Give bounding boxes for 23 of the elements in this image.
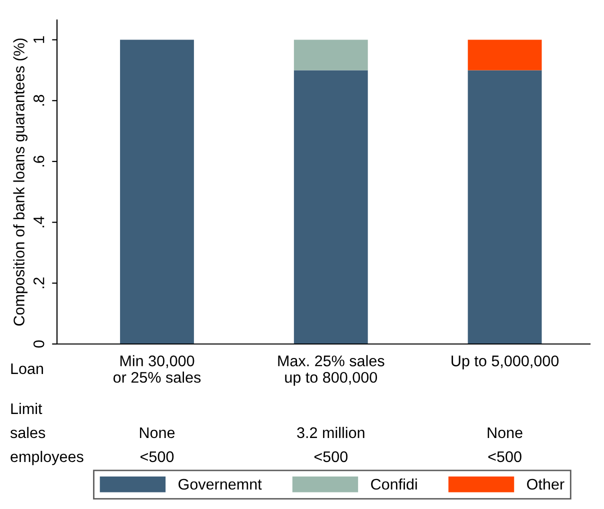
text: None (488, 427, 522, 438)
x-tick-label: Up to 5,000,000 (452, 356, 559, 370)
y-tick-label: .2 (33, 278, 44, 288)
y-tick-label: 1 (34, 36, 44, 43)
text: Limit (11, 402, 42, 414)
legend-label: Confidi (371, 478, 417, 490)
y-tick-label: .4 (34, 216, 44, 228)
x-tick-label: Max. 25% sales up to 800,000 (278, 355, 384, 386)
text: employees (10, 450, 84, 466)
legend-label: Governemnt (178, 478, 262, 490)
text: <500 (488, 451, 522, 462)
y-tick-label: .6 (33, 156, 44, 166)
text: <500 (140, 451, 174, 462)
text: 3.2 million (297, 426, 364, 438)
y-tick-label: .8 (33, 94, 44, 106)
text: <500 (314, 451, 348, 462)
text: None (140, 427, 175, 438)
x-tick-label: Min 30,000 or 25% sales (113, 355, 201, 383)
text: sales (10, 426, 46, 438)
y-tick-label: 0 (33, 340, 44, 348)
legend-label: Other (527, 478, 564, 490)
text: Loan (11, 363, 43, 374)
y-axis-title: Composition of bank loans guarantees (%) (13, 38, 28, 326)
